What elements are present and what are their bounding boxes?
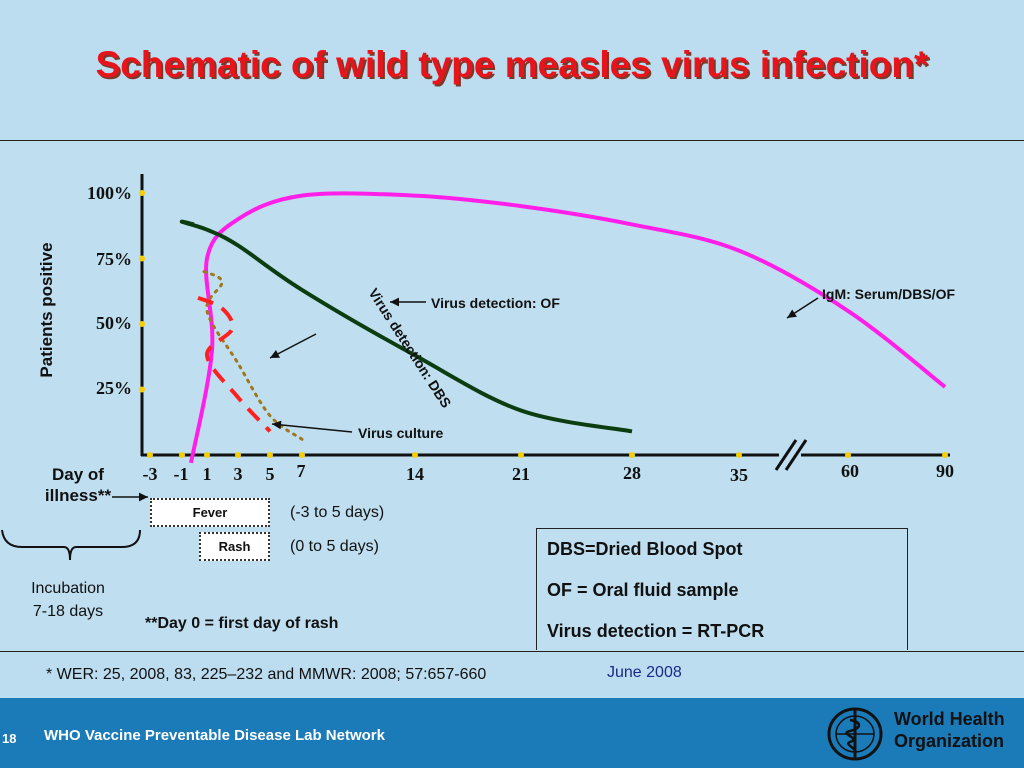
x-tick-dot: [518, 452, 524, 458]
x-tick-60: 60: [841, 461, 859, 481]
x-tick-dot: [629, 452, 635, 458]
slide-number: 18: [2, 731, 17, 746]
x-tick-1: 1: [202, 464, 212, 484]
date-label: June 2008: [607, 664, 682, 681]
x-tick-dot: [235, 452, 241, 458]
x-tick-dot: [299, 452, 305, 458]
measles-chart: [1, 174, 950, 561]
incubation-label: Incubation 7-18 days: [8, 577, 128, 623]
y-tick-dot: [139, 190, 145, 196]
x-tick-35: 35: [730, 465, 748, 485]
x-tick-dot: [147, 452, 153, 458]
x-tick-dot: [412, 452, 418, 458]
series-virus-culture-line: [197, 295, 272, 433]
rash-label: Rash: [218, 539, 251, 554]
reference-note: * WER: 25, 2008, 83, 225–232 and MMWR: 2…: [46, 666, 487, 683]
who-line2: Organization: [894, 731, 1005, 751]
who-emblem-icon: [827, 707, 883, 761]
x-tick-dot: [267, 452, 273, 458]
x-tick-3: 3: [233, 464, 243, 484]
x-tick-21: 21: [512, 464, 530, 484]
day0-note: **Day 0 = first day of rash: [145, 615, 339, 632]
axis-break-mark: [774, 439, 798, 471]
legend-of: OF = Oral fluid sample: [547, 580, 739, 600]
network-name: WHO Vaccine Preventable Disease Lab Netw…: [44, 727, 385, 744]
who-line1: World Health: [894, 709, 1005, 729]
slide-title: Schematic of wild type measles virus inf…: [95, 44, 929, 85]
y-tick-100: 100%: [87, 183, 132, 203]
series-virus-dbs-line: [202, 270, 304, 441]
x-tick-90: 90: [936, 461, 954, 481]
y-tick-dot: [139, 255, 145, 262]
y-tick-25: 25%: [96, 378, 132, 398]
x-tick-28: 28: [623, 463, 641, 483]
series-igm-line: [189, 191, 947, 464]
arrow-virus-culture: [271, 423, 353, 433]
fever-box: Fever: [150, 498, 270, 527]
arrow-virus-dbs-head: [270, 349, 280, 358]
rash-range: (0 to 5 days): [290, 538, 379, 555]
arrow-igm-head: [787, 309, 797, 318]
x-tick-dot: [179, 452, 185, 458]
x-tick-dot: [204, 452, 210, 458]
x-tick-dot: [942, 452, 948, 458]
x-tick-dot: [845, 452, 851, 458]
y-tick-75: 75%: [96, 249, 132, 269]
y-tick-dot: [139, 386, 145, 393]
x-tick-5: 5: [265, 464, 275, 484]
x-tick-m1: -1: [173, 464, 189, 484]
arrow-virus-culture-head: [272, 420, 282, 430]
arrow-virus-of-head: [390, 297, 400, 307]
incubation-brace: [1, 529, 141, 561]
day-of-illness-label: Day of illness**: [44, 465, 112, 505]
y-tick-dot: [139, 321, 145, 327]
x-tick-7: 7: [296, 461, 306, 481]
legend-vd: Virus detection = RT-PCR: [547, 621, 765, 641]
annotation-igm: IgM: Serum/DBS/OF: [822, 286, 956, 302]
y-tick-50: 50%: [96, 313, 132, 333]
arrow-day-of-illness-head: [138, 492, 148, 502]
y-axis-label: Patients positive: [37, 242, 56, 378]
fever-range: (-3 to 5 days): [290, 504, 385, 521]
rash-box: Rash: [199, 532, 270, 561]
x-tick-14: 14: [406, 464, 424, 484]
series-virus-of-line: [179, 219, 633, 434]
x-tick-dot: [736, 452, 742, 458]
legend-dbs: DBS=Dried Blood Spot: [547, 539, 743, 559]
x-tick-m3: -3: [142, 464, 158, 484]
annotation-virus-of: Virus detection: OF: [431, 295, 560, 311]
who-wordmark: World Health Organization: [894, 708, 1005, 752]
annotation-virus-culture: Virus culture: [358, 425, 444, 441]
abbreviation-box: DBS=Dried Blood Spot OF = Oral fluid sam…: [536, 528, 908, 650]
axis-break-mark: [784, 439, 808, 471]
fever-label: Fever: [192, 505, 228, 520]
incubation-line1: Incubation: [31, 580, 105, 597]
incubation-line2: 7-18 days: [32, 603, 104, 620]
